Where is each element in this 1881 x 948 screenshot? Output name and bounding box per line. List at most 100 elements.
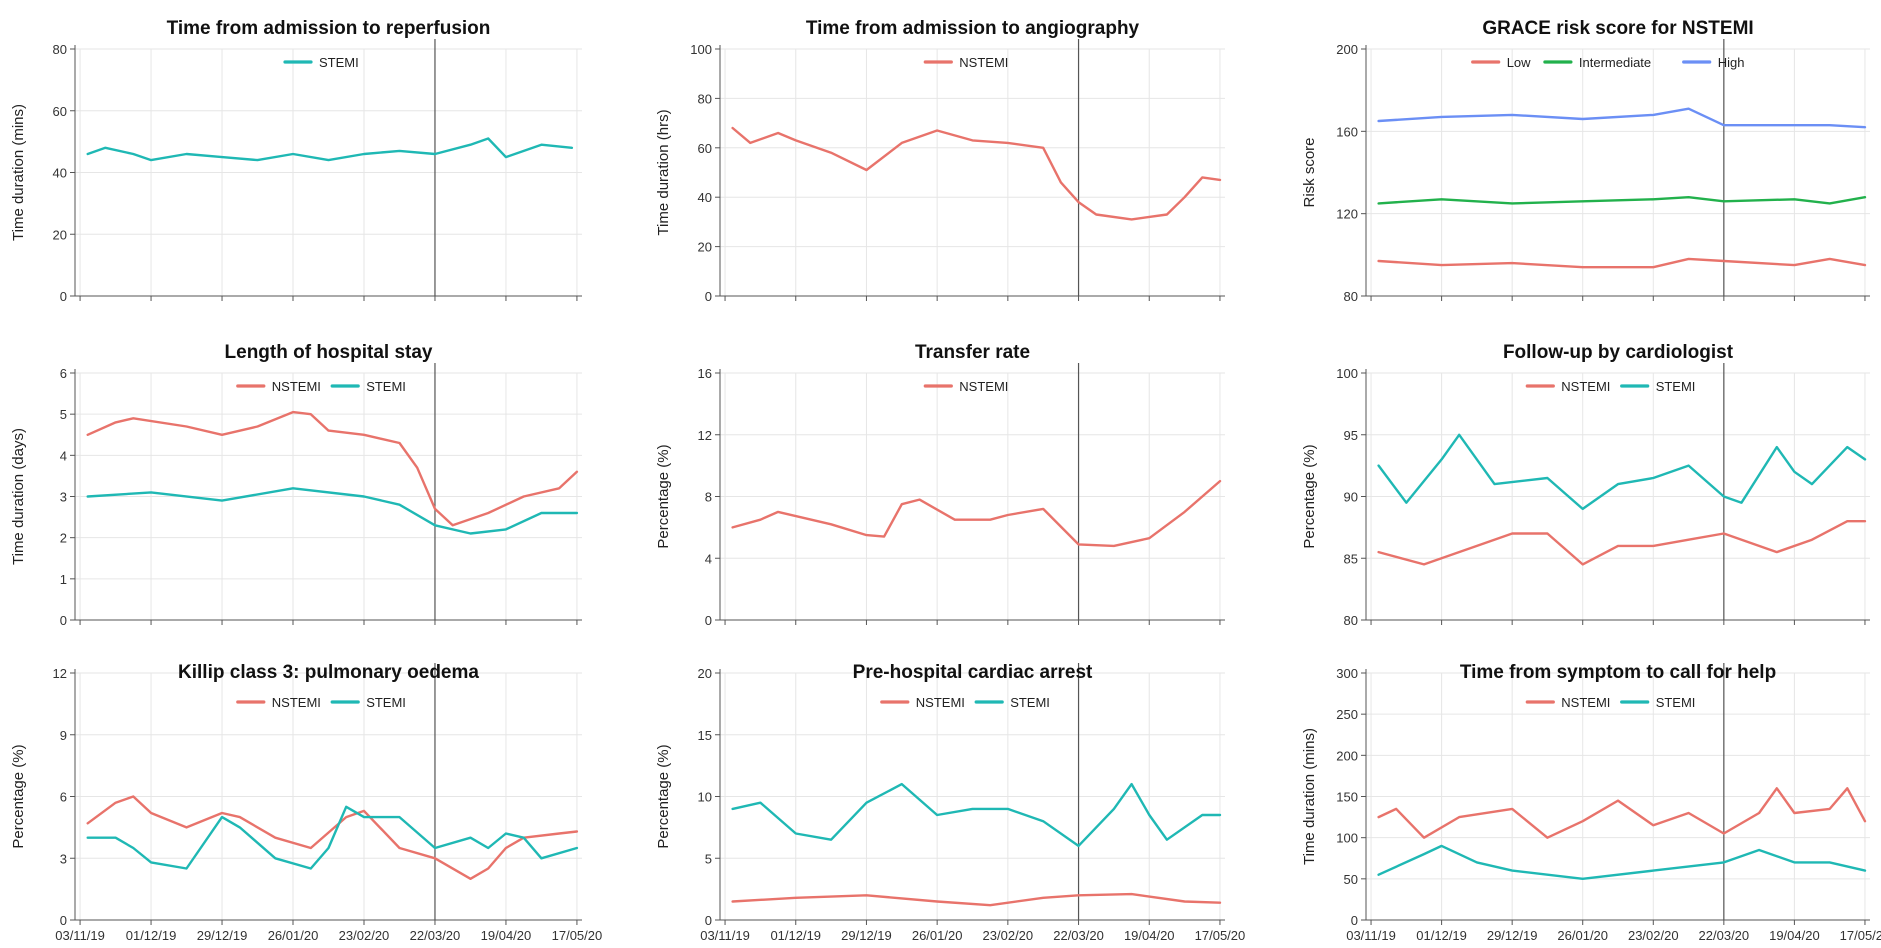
y-tick-label: 60 bbox=[53, 104, 67, 119]
legend-label: STEMI bbox=[1010, 695, 1050, 710]
y-tick-label: 6 bbox=[60, 366, 67, 381]
y-tick-label: 4 bbox=[705, 551, 712, 566]
y-tick-label: 90 bbox=[1344, 490, 1358, 505]
y-tick-label: 40 bbox=[698, 190, 712, 205]
chart-panel-8: 0 5 10 15 20 03/11/19 01/12/19 29/12/19 26/01/20… bbox=[655, 662, 1245, 943]
x-tick-label: 17/05/20 bbox=[1840, 928, 1881, 943]
legend-label: STEMI bbox=[319, 55, 359, 70]
series-line-nstemi bbox=[1377, 520, 1867, 566]
legend-label: NSTEMI bbox=[272, 695, 321, 710]
x-tick-label: 01/12/19 bbox=[770, 928, 821, 943]
chart-panel-1: 0 20 40 60 80 Time from admission to reperfus… bbox=[10, 18, 582, 304]
y-tick-label: 100 bbox=[690, 42, 712, 57]
chart-panel-9: 0 50 100 150 200 250 300 03/11/19 01/12/19 29/12/… bbox=[1301, 662, 1881, 943]
series-line-nstemi bbox=[731, 479, 1222, 548]
y-tick-label: 300 bbox=[1336, 666, 1358, 681]
x-tick-label: 19/04/20 bbox=[1769, 928, 1820, 943]
y-tick-label: 15 bbox=[698, 728, 712, 743]
series-line-high bbox=[1377, 107, 1867, 129]
x-tick-label: 03/11/19 bbox=[1346, 928, 1396, 943]
y-tick-label: 0 bbox=[1351, 913, 1358, 928]
y-tick-label: 85 bbox=[1344, 551, 1358, 566]
y-tick-label: 20 bbox=[53, 227, 67, 242]
y-tick-label: 12 bbox=[53, 666, 67, 681]
y-axis-label: Time duration (mins) bbox=[1301, 728, 1318, 865]
chart-panel-7: 0 3 6 9 12 03/11/19 01/12/19 29/12/19 26/01/20 23… bbox=[10, 662, 602, 943]
y-tick-label: 200 bbox=[1336, 748, 1358, 763]
series-line-intermediate bbox=[1377, 195, 1867, 205]
y-tick-label: 40 bbox=[53, 166, 67, 181]
legend-label: STEMI bbox=[366, 379, 406, 394]
legend-label: STEMI bbox=[1656, 695, 1696, 710]
legend-label: STEMI bbox=[366, 695, 406, 710]
chart-panel-2: 0 20 40 60 80 100 Time from admission to angio… bbox=[655, 18, 1225, 304]
legend-label: Low bbox=[1507, 55, 1531, 70]
x-tick-label: 29/12/19 bbox=[1487, 928, 1538, 943]
y-tick-label: 20 bbox=[698, 240, 712, 255]
series-line-low bbox=[1377, 257, 1867, 269]
y-axis-label: Time duration (days) bbox=[10, 428, 27, 565]
x-tick-label: 01/12/19 bbox=[126, 928, 177, 943]
x-tick-label: 26/01/20 bbox=[912, 928, 963, 943]
legend-label: High bbox=[1718, 55, 1745, 70]
series-line-stemi bbox=[86, 137, 574, 162]
series-line-stemi bbox=[1377, 844, 1867, 880]
x-tick-label: 22/03/20 bbox=[1699, 928, 1750, 943]
y-tick-label: 100 bbox=[1336, 831, 1358, 846]
y-tick-label: 5 bbox=[705, 851, 712, 866]
y-tick-label: 50 bbox=[1344, 872, 1358, 887]
legend-label: NSTEMI bbox=[1561, 695, 1610, 710]
chart-panel-4: 0 1 2 3 4 5 6 Length of hospital stay Time durat… bbox=[10, 342, 582, 628]
x-tick-label: 17/05/20 bbox=[1195, 928, 1246, 943]
y-tick-label: 2 bbox=[60, 531, 67, 546]
y-tick-label: 20 bbox=[698, 666, 712, 681]
y-tick-label: 80 bbox=[1344, 613, 1358, 628]
x-tick-label: 19/04/20 bbox=[1124, 928, 1175, 943]
chart-panel-5: 0 4 8 12 16 Transfer rate Percentage (%) NSTEMI bbox=[655, 342, 1225, 628]
y-axis-label: Percentage (%) bbox=[655, 444, 672, 548]
series-line-nstemi bbox=[731, 892, 1222, 907]
y-tick-label: 0 bbox=[705, 913, 712, 928]
chart-panel-3: 80 120 160 200 GRACE risk score for NSTEMI Ri… bbox=[1301, 18, 1870, 304]
x-tick-label: 01/12/19 bbox=[1416, 928, 1467, 943]
series-line-nstemi bbox=[1377, 787, 1867, 839]
y-tick-label: 0 bbox=[60, 613, 67, 628]
legend-label: STEMI bbox=[1656, 379, 1696, 394]
chart-title: Killip class 3: pulmonary oedema bbox=[178, 662, 479, 683]
y-axis-label: Time duration (mins) bbox=[10, 104, 27, 241]
y-tick-label: 95 bbox=[1344, 428, 1358, 443]
x-tick-label: 23/02/20 bbox=[1628, 928, 1679, 943]
chart-title: GRACE risk score for NSTEMI bbox=[1482, 18, 1753, 39]
y-tick-label: 60 bbox=[698, 141, 712, 156]
y-axis-label: Time duration (hrs) bbox=[655, 109, 672, 235]
y-tick-label: 80 bbox=[53, 42, 67, 57]
y-axis-label: Percentage (%) bbox=[10, 744, 27, 848]
series-line-nstemi bbox=[86, 795, 579, 880]
y-tick-label: 120 bbox=[1336, 207, 1358, 222]
series-line-stemi bbox=[1377, 433, 1867, 511]
y-tick-label: 80 bbox=[698, 91, 712, 106]
series-line-stemi bbox=[86, 805, 579, 870]
y-tick-label: 150 bbox=[1336, 790, 1358, 805]
chart-title: Time from admission to angiography bbox=[806, 18, 1140, 39]
y-tick-label: 4 bbox=[60, 448, 67, 463]
x-tick-label: 29/12/19 bbox=[841, 928, 892, 943]
y-tick-label: 12 bbox=[698, 428, 712, 443]
x-tick-label: 23/02/20 bbox=[339, 928, 390, 943]
y-tick-label: 9 bbox=[60, 728, 67, 743]
chart-title: Time from symptom to call for help bbox=[1460, 662, 1776, 683]
y-tick-label: 6 bbox=[60, 790, 67, 805]
chart-panel-6: 80 85 90 95 100 Follow-up by cardiologist Perc… bbox=[1301, 342, 1870, 628]
chart-title: Length of hospital stay bbox=[225, 342, 433, 363]
series-line-stemi bbox=[86, 487, 579, 535]
y-tick-label: 250 bbox=[1336, 707, 1358, 722]
y-tick-label: 3 bbox=[60, 490, 67, 505]
chart-title: Transfer rate bbox=[915, 342, 1030, 363]
y-tick-label: 10 bbox=[698, 790, 712, 805]
y-tick-label: 0 bbox=[705, 289, 712, 304]
y-axis-label: Percentage (%) bbox=[1301, 444, 1318, 548]
legend-label: Intermediate bbox=[1579, 55, 1651, 70]
y-axis-label: Risk score bbox=[1301, 137, 1318, 207]
y-tick-label: 100 bbox=[1336, 366, 1358, 381]
